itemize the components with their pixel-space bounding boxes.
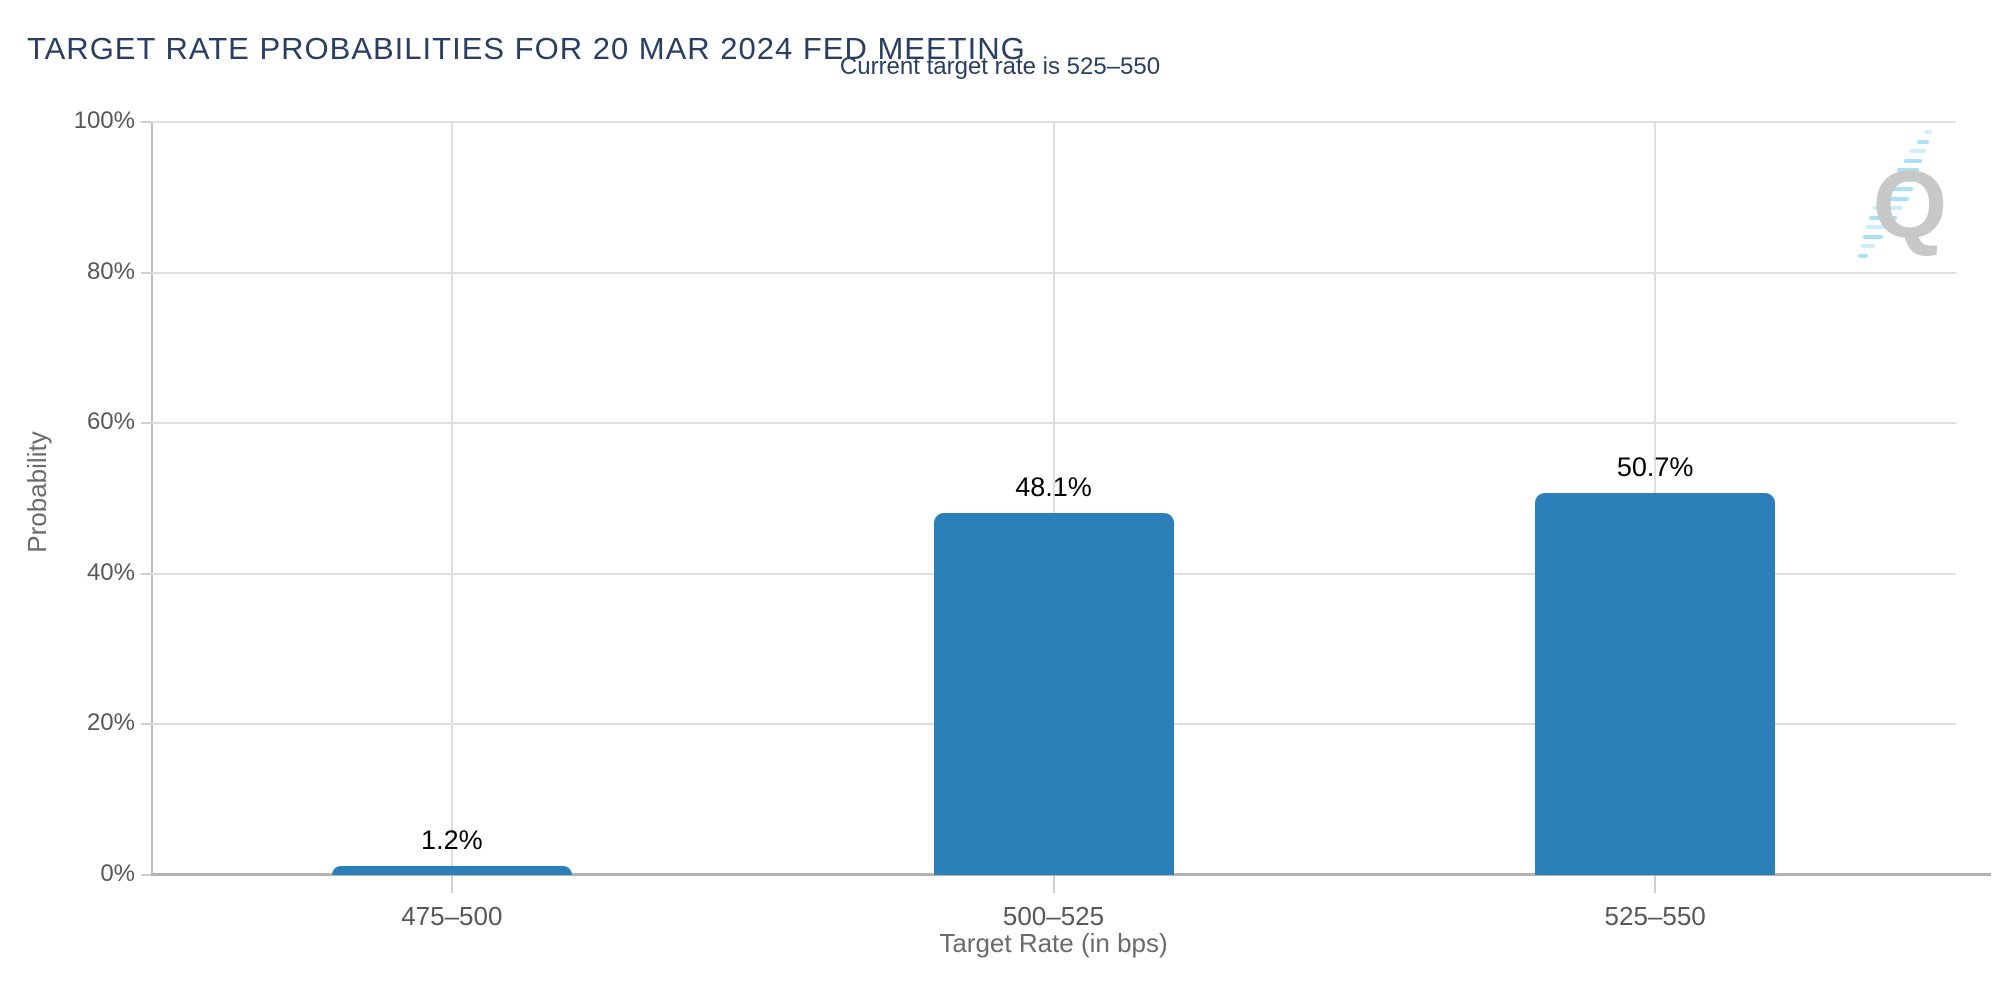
x-tick-label: 500–525 <box>1002 901 1105 931</box>
y-tick-label: 100% <box>73 107 135 134</box>
y-axis-tick <box>141 874 151 876</box>
x-axis-tick <box>1654 876 1657 893</box>
y-tick-label: 60% <box>86 408 135 436</box>
gridline-vertical <box>450 122 453 875</box>
probability-bar[interactable] <box>331 865 572 875</box>
y-axis-line <box>151 122 153 875</box>
y-axis-tick <box>141 723 151 726</box>
bar-value-label: 50.7% <box>1616 452 1694 483</box>
q-letter-icon: Q <box>1873 151 1948 258</box>
chart-subtitle: Current target rate is 525–550 <box>839 53 1161 80</box>
y-axis-tick <box>141 422 151 425</box>
x-axis-tick <box>450 876 453 893</box>
x-axis-tick <box>1052 876 1055 893</box>
probability-bar[interactable] <box>1535 493 1776 875</box>
plot-area: Target Rate (in bps) Q 0% 20% 40% 60% 80% 100… <box>74 107 1991 958</box>
y-tick-label: 20% <box>86 709 135 737</box>
y-tick-label: 40% <box>86 558 135 586</box>
gridline-vertical <box>1052 122 1055 875</box>
x-axis-title: Target Rate (in bps) <box>939 928 1168 958</box>
y-tick-label: 80% <box>86 257 135 285</box>
q-logo-watermark: Q <box>1858 130 1948 258</box>
bar-value-label: 1.2% <box>421 824 483 855</box>
chart-title: TARGET RATE PROBABILITIES FOR 20 MAR 202… <box>27 30 1026 66</box>
bar-value-label: 48.1% <box>1015 471 1092 502</box>
y-axis-tick <box>141 572 151 575</box>
x-tick-label: 475–500 <box>401 901 503 931</box>
y-axis-tick <box>141 121 151 123</box>
logo-slash-dashes <box>1858 130 1932 258</box>
y-axis-tick <box>141 271 151 274</box>
probability-bar[interactable] <box>933 512 1174 875</box>
x-tick-label: 525–550 <box>1604 901 1706 931</box>
y-tick-label: 0% <box>100 860 135 887</box>
